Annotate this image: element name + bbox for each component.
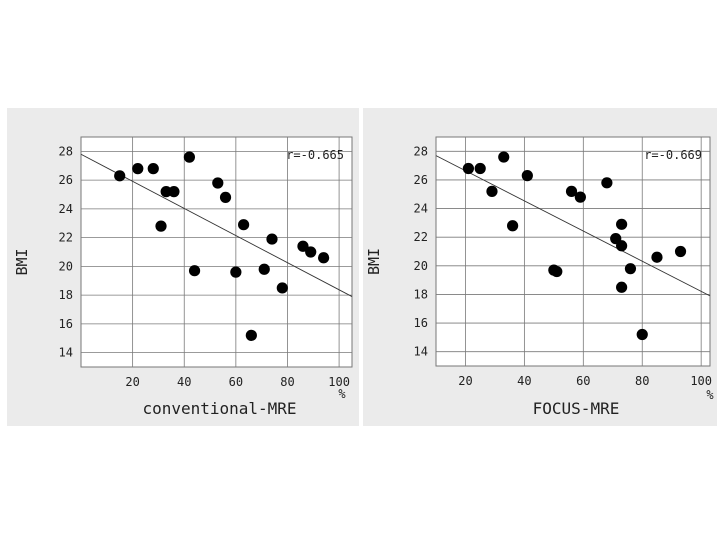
x-tick-label: 80 bbox=[635, 374, 649, 388]
data-point bbox=[498, 151, 510, 163]
data-point bbox=[230, 266, 242, 278]
data-point bbox=[245, 329, 257, 341]
data-point bbox=[305, 246, 317, 258]
y-tick-label: 14 bbox=[414, 345, 428, 359]
x-tick-label: 20 bbox=[458, 374, 472, 388]
data-point bbox=[147, 163, 159, 175]
y-tick-label: 16 bbox=[414, 316, 428, 330]
y-tick-label: 18 bbox=[59, 288, 73, 302]
y-tick-label: 28 bbox=[414, 144, 428, 158]
y-tick-label: 20 bbox=[414, 259, 428, 273]
data-point bbox=[551, 265, 563, 278]
data-point bbox=[297, 240, 309, 252]
x-tick-label: 40 bbox=[517, 374, 531, 388]
x-tick-label: 40 bbox=[177, 375, 191, 389]
y-axis-title: BMI bbox=[13, 248, 31, 275]
data-point bbox=[318, 252, 330, 264]
x-unit-label: % bbox=[338, 387, 346, 401]
trend-line bbox=[80, 153, 353, 297]
data-point bbox=[276, 282, 288, 294]
x-tick-label: 80 bbox=[280, 375, 294, 389]
data-point bbox=[160, 186, 172, 198]
data-point bbox=[132, 163, 144, 175]
data-point bbox=[183, 151, 195, 163]
data-point bbox=[616, 218, 628, 230]
plot-area bbox=[435, 136, 711, 367]
y-tick-label: 16 bbox=[59, 317, 73, 331]
y-tick-label: 20 bbox=[59, 259, 73, 273]
data-point bbox=[601, 177, 613, 189]
data-point bbox=[651, 251, 663, 263]
data-point bbox=[574, 191, 586, 203]
scatter-chart-conventional-mre: 14 16 18 20 22 24 26 28 20 40 60 80 100 r=-0.665% conv… bbox=[13, 136, 353, 418]
y-tick-label: 22 bbox=[59, 231, 73, 245]
chart-panel-conventional: 14 16 18 20 22 24 26 28 20 40 60 80 100 r=-0.665% conv… bbox=[7, 108, 359, 426]
trend-line bbox=[435, 155, 711, 297]
correlation-annotation: r=-0.669 bbox=[644, 148, 702, 162]
data-point bbox=[219, 191, 232, 203]
x-axis-title: conventional-MRE bbox=[142, 399, 296, 418]
data-point bbox=[565, 185, 578, 197]
y-tick-label: 24 bbox=[414, 202, 428, 216]
x-tick-label: 60 bbox=[229, 375, 243, 389]
x-axis-title: FOCUS-MRE bbox=[533, 399, 620, 418]
data-point bbox=[624, 263, 637, 275]
y-tick-label: 18 bbox=[414, 287, 428, 301]
data-point bbox=[168, 186, 180, 198]
data-point bbox=[212, 177, 224, 189]
data-point bbox=[155, 220, 167, 232]
data-point bbox=[266, 233, 278, 245]
data-point bbox=[674, 245, 687, 258]
x-tick-label: 100 bbox=[328, 375, 350, 389]
data-point bbox=[114, 170, 126, 182]
y-tick-label: 22 bbox=[414, 230, 428, 244]
scatter-chart-focus-mre: 14 16 18 20 22 24 26 28 20 40 60 80 100 r=-0.669% FOCU… bbox=[365, 136, 714, 418]
x-tick-label: 100 bbox=[690, 374, 712, 388]
x-tick-label: 60 bbox=[576, 374, 590, 388]
data-point bbox=[616, 281, 628, 293]
data-point bbox=[616, 240, 628, 252]
data-point bbox=[238, 219, 250, 231]
data-point bbox=[462, 162, 475, 175]
data-point bbox=[474, 162, 486, 175]
y-tick-label: 24 bbox=[59, 202, 73, 216]
data-point bbox=[258, 263, 270, 275]
y-tick-label: 28 bbox=[59, 144, 73, 158]
data-point bbox=[507, 220, 519, 232]
data-point bbox=[486, 185, 498, 197]
correlation-annotation: r=-0.665 bbox=[286, 148, 344, 162]
y-tick-label: 26 bbox=[59, 173, 73, 187]
data-point bbox=[521, 170, 533, 182]
data-point bbox=[636, 328, 648, 341]
y-axis-title: BMI bbox=[365, 248, 383, 275]
x-tick-label: 20 bbox=[125, 375, 139, 389]
x-unit-label: % bbox=[706, 388, 714, 402]
data-point bbox=[188, 265, 201, 277]
chart-panel-focus: 14 16 18 20 22 24 26 28 20 40 60 80 100 r=-0.669% FOCU… bbox=[363, 108, 717, 426]
y-tick-label: 26 bbox=[414, 173, 428, 187]
y-tick-label: 14 bbox=[59, 346, 73, 360]
